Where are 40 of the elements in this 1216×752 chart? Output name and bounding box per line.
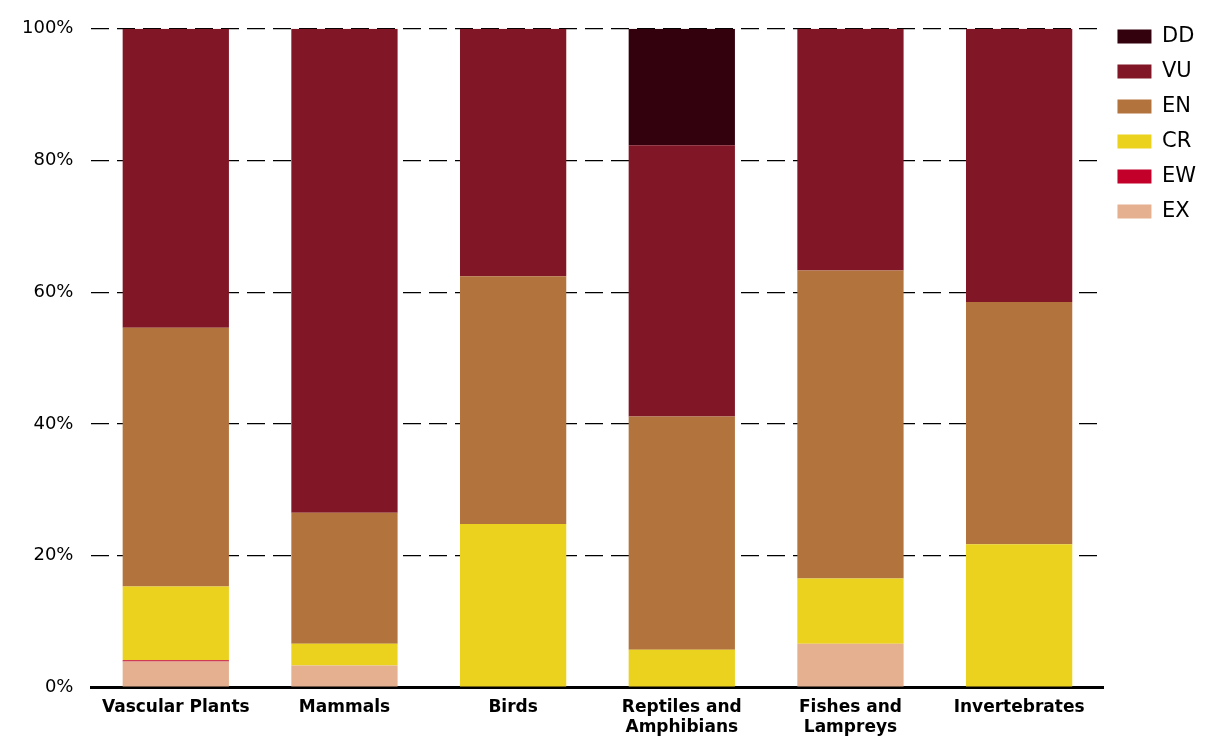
bar <box>122 327 229 587</box>
bar <box>460 28 567 277</box>
x-tick-label: Invertebrates <box>953 695 1085 716</box>
x-tick-label: Birds <box>488 695 538 716</box>
bar <box>460 276 567 524</box>
x-tick-label: Fishes and Lampreys <box>798 695 902 737</box>
y-tick-label: 40% <box>33 411 74 433</box>
x-tick-label: Mammals <box>298 695 391 716</box>
bar <box>291 643 398 666</box>
x-tick-label: Vascular Plants <box>101 695 250 716</box>
legend-label: EN <box>1161 92 1191 117</box>
x-tick-label: Reptiles and Amphibians <box>621 695 742 737</box>
legend-label: DD <box>1161 22 1195 47</box>
bar <box>966 28 1073 303</box>
legend-label: EX <box>1161 197 1190 222</box>
bar <box>291 512 398 644</box>
bar <box>291 665 398 687</box>
y-tick-label: 100% <box>21 16 74 38</box>
bar <box>628 145 735 417</box>
bar <box>628 416 735 650</box>
bar <box>966 544 1073 687</box>
legend-label: VU <box>1161 57 1192 82</box>
legend-label: EW <box>1161 162 1197 187</box>
bar <box>797 643 904 687</box>
bar <box>628 649 735 687</box>
y-tick-label: 60% <box>33 279 74 301</box>
bar <box>966 302 1073 545</box>
bar <box>122 28 229 328</box>
bar <box>460 523 567 687</box>
y-tick-label: 20% <box>33 543 74 565</box>
bar <box>122 661 229 687</box>
bar <box>291 28 398 513</box>
bar <box>797 578 904 644</box>
y-tick-label: 0% <box>44 674 74 696</box>
legend-label: CR <box>1161 127 1192 152</box>
bar <box>122 586 229 661</box>
bar <box>797 28 904 271</box>
bar <box>628 28 735 146</box>
bar <box>797 270 904 579</box>
y-tick-label: 80% <box>33 148 74 170</box>
